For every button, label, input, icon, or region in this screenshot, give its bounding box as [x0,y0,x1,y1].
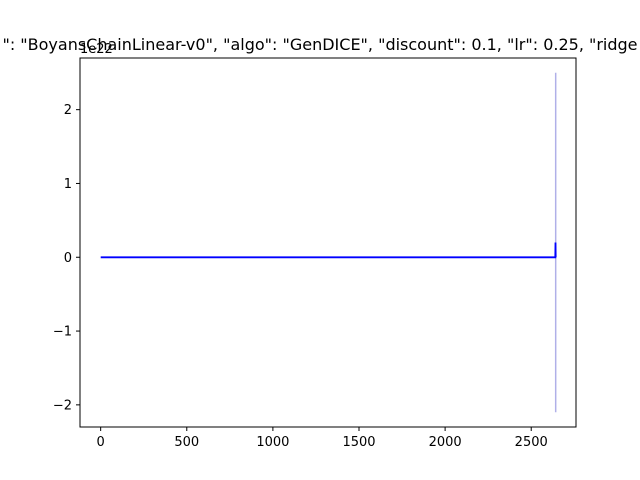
y-tick-label: 0 [64,251,72,266]
chart-title: ": "BoyansChainLinear-v0", "algo": "GenD… [2,35,637,54]
x-tick-label: 2000 [429,435,462,450]
y-axis: −2 −1 0 1 2 [53,103,80,413]
series-line-0 [100,242,557,259]
y-tick-label: 2 [64,103,72,118]
y-tick-label: −2 [53,398,72,413]
plot-frame [79,57,577,428]
x-tick-label: 1000 [256,435,289,450]
y-tick-label: 1 [64,177,72,192]
plot-content [100,72,557,413]
y-offset-label: 1e22 [80,42,113,57]
y-tick-label: −1 [53,325,72,340]
x-tick-label: 2500 [515,435,548,450]
x-axis: 0 500 1000 1500 2000 2500 [97,427,548,450]
x-tick-label: 500 [174,435,199,450]
x-tick-label: 0 [97,435,105,450]
x-tick-label: 1500 [342,435,375,450]
